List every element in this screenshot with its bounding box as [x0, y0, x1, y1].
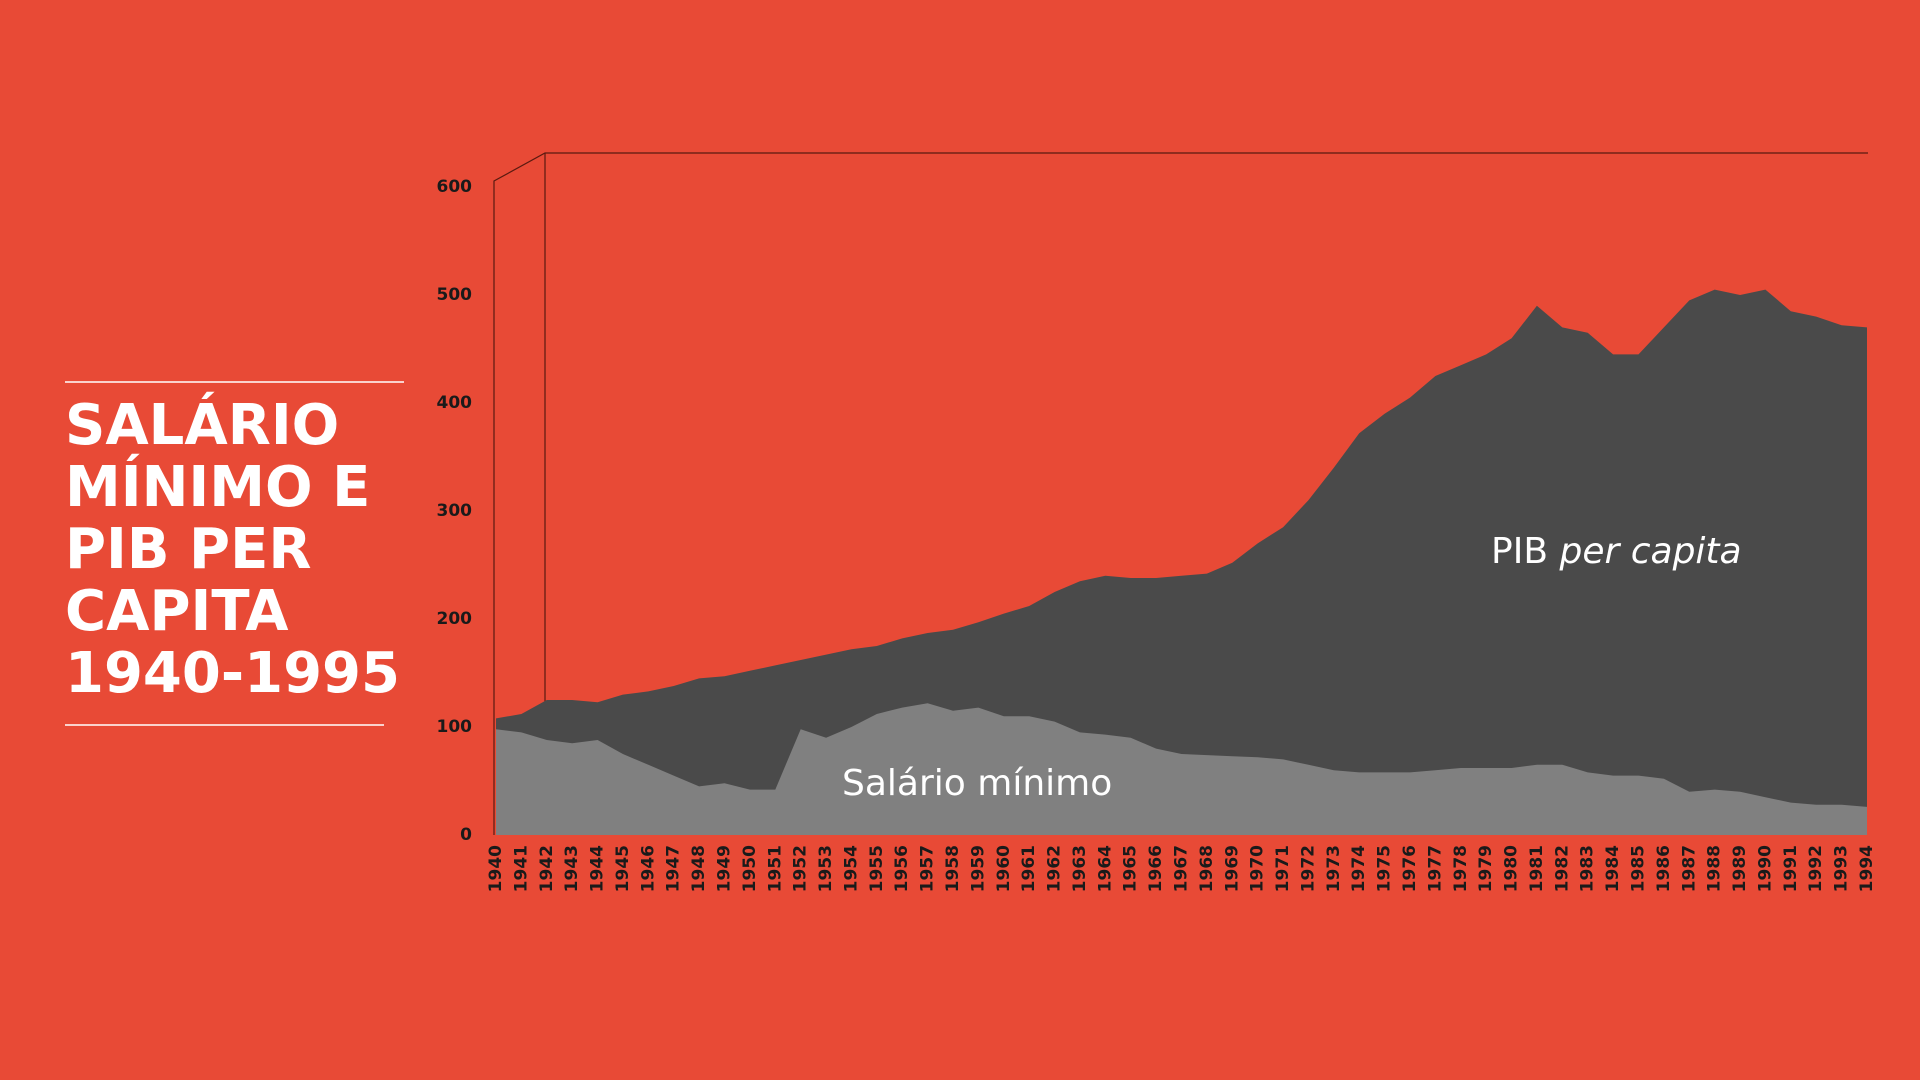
- area: [496, 289, 1867, 836]
- x-tick-label: 1969: [1222, 845, 1242, 892]
- x-tick-label: 1940: [486, 845, 506, 892]
- x-tick-label: 1973: [1324, 845, 1344, 892]
- x-tick-label: 1975: [1375, 845, 1395, 892]
- x-tick-label: 1965: [1121, 845, 1141, 892]
- x-tick-label: 1941: [511, 845, 531, 892]
- x-tick-label: 1943: [562, 845, 582, 892]
- y-tick-label: 400: [437, 393, 473, 413]
- frame-line: [493, 152, 1868, 835]
- x-tick-label: 1957: [918, 845, 938, 892]
- chart-title: 1940-1995: [65, 641, 400, 706]
- x-tick-label: 1949: [715, 845, 735, 892]
- x-tick-label: 1988: [1705, 845, 1725, 892]
- y-tick-label: 500: [437, 285, 473, 305]
- x-tick-label: 1983: [1578, 845, 1598, 892]
- x-tick-label: 1985: [1629, 845, 1649, 892]
- x-tick-label: 1963: [1070, 845, 1090, 892]
- x-tick-label: 1967: [1172, 845, 1192, 892]
- x-tick-label: 1946: [638, 845, 658, 892]
- x-tick-label: 1979: [1476, 845, 1496, 892]
- x-tick-label: 1947: [664, 845, 684, 892]
- series-label: Salário mínimo: [842, 763, 1112, 804]
- x-tick-label: 1959: [968, 845, 988, 892]
- x-tick-label: 1955: [867, 845, 887, 892]
- chart-title: MÍNIMO E: [65, 454, 370, 520]
- x-tick-label: 1990: [1755, 845, 1775, 892]
- x-tick-label: 1952: [791, 845, 811, 892]
- x-tick-label: 1964: [1095, 845, 1115, 892]
- x-tick-label: 1951: [765, 845, 785, 892]
- x-tick-label: 1978: [1451, 845, 1471, 892]
- x-tick-label: 1981: [1527, 845, 1547, 892]
- x-tick-label: 1960: [994, 845, 1014, 892]
- area: [496, 703, 1867, 835]
- x-tick-label: 1971: [1273, 845, 1293, 892]
- x-tick-label: 1942: [537, 845, 557, 892]
- x-tick-label: 1984: [1603, 845, 1623, 892]
- x-tick-label: 1956: [892, 845, 912, 892]
- x-tick-label: 1993: [1832, 845, 1852, 892]
- x-tick-label: 1958: [943, 845, 963, 892]
- x-tick-label: 1982: [1552, 845, 1572, 892]
- y-tick-label: 100: [437, 717, 473, 737]
- x-tick-label: 1972: [1298, 845, 1318, 892]
- x-tick-label: 1989: [1730, 845, 1750, 892]
- x-tick-label: 1944: [588, 845, 608, 892]
- x-tick-label: 1962: [1045, 845, 1065, 892]
- y-tick-label: 200: [437, 609, 473, 629]
- frame: [493, 152, 1868, 835]
- x-tick-label: 1953: [816, 845, 836, 892]
- series-label-part: PIB: [1491, 531, 1548, 572]
- x-tick-label: 1980: [1502, 845, 1522, 892]
- x-tick-label: 1992: [1806, 845, 1826, 892]
- x-tick-label: 1976: [1400, 845, 1420, 892]
- x-tick-label: 1987: [1679, 845, 1699, 892]
- series-label-part: per capita: [1558, 531, 1741, 572]
- x-tick-label: 1970: [1248, 845, 1268, 892]
- x-tick-label: 1968: [1197, 845, 1217, 892]
- y-tick-label: 300: [437, 501, 473, 521]
- x-tick-label: 1945: [613, 845, 633, 892]
- x-tick-label: 1994: [1857, 845, 1877, 892]
- x-tick-label: 1977: [1425, 845, 1445, 892]
- chart-title: SALÁRIO: [65, 393, 339, 458]
- y-tick-label: 0: [460, 825, 472, 845]
- x-tick-label: 1966: [1146, 845, 1166, 892]
- x-tick-label: 1948: [689, 845, 709, 892]
- y-tick-label: 600: [437, 177, 473, 197]
- x-tick-label: 1961: [1019, 845, 1039, 892]
- chart-title: PIB PER: [65, 517, 311, 582]
- x-tick-label: 1974: [1349, 845, 1369, 892]
- chart-title: CAPITA: [65, 579, 289, 644]
- x-tick-label: 1986: [1654, 845, 1674, 892]
- x-tick-label: 1991: [1781, 845, 1801, 892]
- x-tick-label: 1950: [740, 845, 760, 892]
- x-tick-label: 1954: [841, 845, 861, 892]
- series-label: PIB per capita: [1491, 531, 1742, 572]
